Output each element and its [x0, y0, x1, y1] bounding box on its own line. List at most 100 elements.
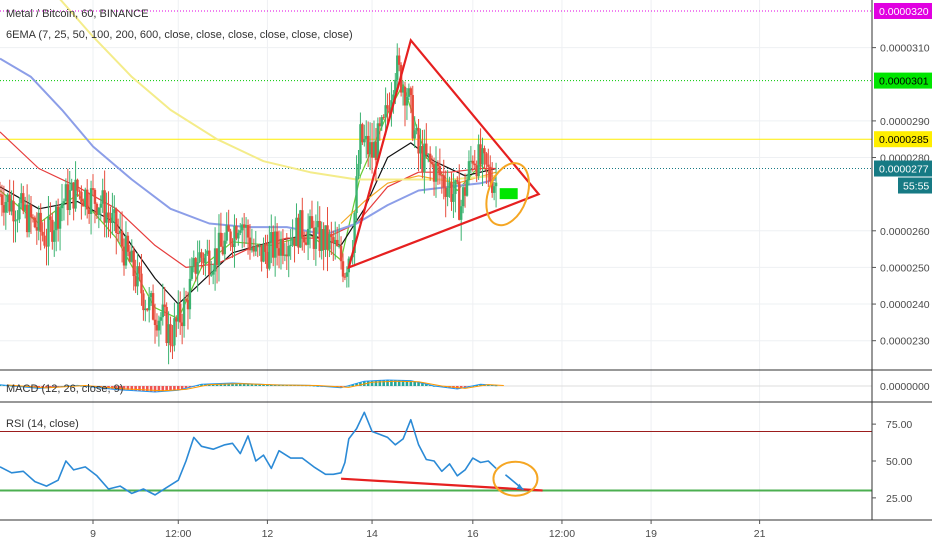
candle [31, 214, 35, 223]
macd-histogram-bar [231, 383, 234, 386]
drawing-annotations[interactable] [347, 37, 541, 270]
candle [341, 253, 345, 283]
candle [80, 185, 83, 220]
macd-histogram-bar [425, 384, 428, 386]
candle [260, 245, 263, 272]
candle-body [272, 232, 275, 258]
candle-body [489, 166, 492, 182]
candle [481, 137, 484, 187]
candle-body [215, 248, 219, 265]
candle-body [64, 184, 68, 202]
price-tick-label: 0.0000250 [880, 262, 930, 274]
candle [23, 196, 27, 219]
candle [303, 231, 306, 253]
price-tag-box[interactable] [874, 2, 932, 19]
candle [140, 253, 143, 306]
rsi-tick-label: 75.00 [886, 419, 912, 431]
candle-body [454, 180, 457, 195]
candle [465, 173, 469, 197]
candle-body [91, 188, 95, 190]
candle-body [72, 182, 75, 209]
candle-body [95, 203, 99, 215]
candle [355, 155, 358, 222]
ema-indicator-legend[interactable]: 6EMA (7, 25, 50, 100, 200, 600, close, c… [6, 29, 353, 41]
price-tag-label[interactable]: 0.0000277 [879, 164, 929, 176]
candle [128, 244, 132, 263]
candle [227, 209, 230, 232]
candle [8, 179, 11, 215]
rsi-legend[interactable]: RSI (14, close) [6, 418, 79, 430]
candle-body [151, 293, 155, 320]
candle-body [312, 227, 316, 249]
candle-body [355, 176, 358, 214]
candle-body [16, 219, 19, 221]
candle-body [208, 250, 211, 275]
macd-histogram-bar [409, 380, 413, 386]
candle [27, 194, 31, 238]
candle-body [485, 153, 488, 165]
candle-body [481, 148, 484, 165]
candle-body [430, 161, 434, 165]
candle-body [450, 182, 453, 202]
candle [254, 230, 257, 256]
candle [165, 302, 168, 346]
rsi-highlight-ellipse[interactable] [492, 460, 539, 497]
candle-body [237, 232, 240, 239]
candle-body [432, 164, 436, 182]
candle [132, 246, 135, 291]
candle [494, 162, 498, 208]
candle [417, 118, 420, 172]
candle-body [117, 232, 120, 234]
price-tag-box[interactable] [874, 72, 932, 89]
price-tag-label[interactable]: 0.0000320 [879, 6, 929, 18]
candle [229, 228, 232, 251]
candle-body [204, 253, 207, 264]
candle [413, 116, 416, 148]
highlight-ellipse[interactable] [478, 157, 536, 231]
price-tag-box[interactable] [874, 131, 932, 148]
rsi-trend-line[interactable] [340, 477, 543, 492]
candle [475, 160, 478, 183]
candle-body [118, 230, 122, 234]
candle [204, 249, 207, 277]
macd-histogram-bar [118, 386, 122, 390]
price-tag-label[interactable]: 0.0000285 [879, 134, 929, 146]
candle [223, 232, 226, 261]
candle [275, 223, 279, 266]
candle-body [380, 117, 383, 127]
candle [365, 120, 368, 159]
candle [51, 212, 54, 250]
candle [242, 213, 246, 248]
candle-body [291, 237, 294, 245]
candle-body [142, 293, 145, 311]
candle [250, 228, 254, 253]
candle-body [401, 86, 405, 93]
price-tag-box[interactable] [874, 160, 932, 177]
candle-body [335, 239, 339, 246]
candle [339, 236, 343, 270]
candle [326, 207, 329, 272]
time-axis[interactable]: 9 12:00 12 14 16 12:00 19 21 [90, 520, 766, 540]
candle [182, 287, 186, 338]
candle-body [217, 232, 221, 265]
candle-body [211, 271, 215, 275]
candle [397, 47, 401, 72]
candle [177, 290, 180, 329]
candle-body [419, 146, 422, 154]
macd-histogram-bar [173, 386, 176, 391]
price-axis[interactable]: 0.00003100.00002900.00002800.00002600.00… [872, 2, 932, 505]
candle [304, 231, 308, 246]
macd-histogram-bar [417, 382, 420, 386]
price-tag-label[interactable]: 0.0000301 [879, 76, 929, 88]
current-price-marker[interactable] [499, 188, 518, 200]
candle [200, 248, 203, 269]
candle-body [173, 318, 176, 346]
macd-histogram-bar [262, 384, 265, 386]
candle [33, 215, 37, 229]
rsi-arrow-head[interactable] [516, 483, 524, 490]
macd-legend[interactable]: MACD (12, 26, close, 9) [6, 383, 123, 395]
candle [64, 178, 68, 202]
triangle-pattern[interactable] [347, 37, 541, 270]
macd-histogram-bar [494, 385, 498, 387]
